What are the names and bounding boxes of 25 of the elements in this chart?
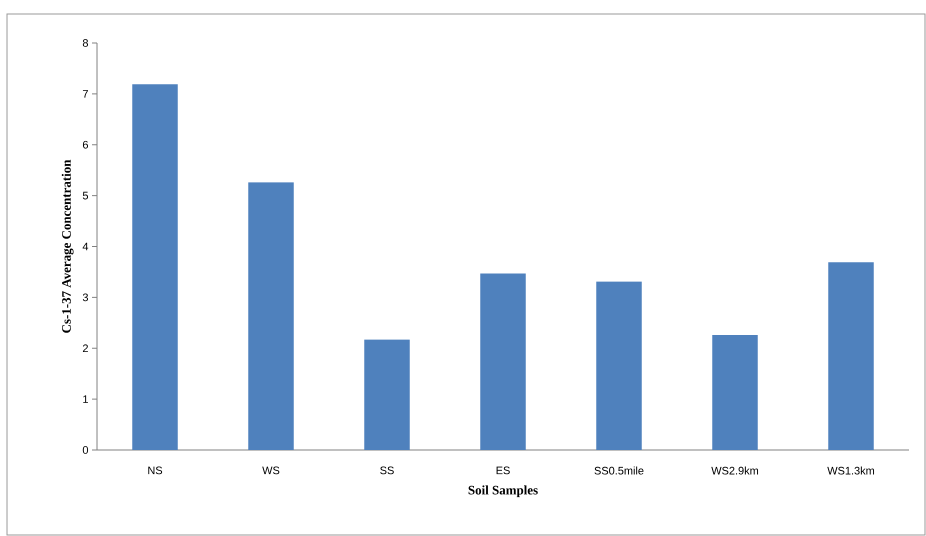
bar [364, 340, 410, 450]
y-tick-label: 5 [82, 192, 88, 200]
bar [828, 262, 874, 450]
bar [596, 282, 642, 450]
bar [248, 182, 294, 450]
x-tick-label: WS1.3km [827, 466, 874, 475]
bar [712, 335, 758, 450]
x-tick-label: WS2.9km [711, 466, 758, 475]
x-axis-title: Soil Samples [468, 485, 538, 498]
y-tick-label: 1 [83, 395, 88, 403]
x-tick-label: WS [262, 466, 280, 474]
y-tick-label: 6 [82, 140, 88, 149]
x-tick-label: ES [496, 466, 510, 474]
y-tick-label: 3 [82, 293, 88, 302]
y-tick-label: 4 [82, 242, 88, 250]
y-tick-label: 8 [82, 39, 88, 47]
bar [132, 84, 178, 450]
y-tick-label: 2 [82, 344, 88, 352]
x-tick-label: NS [148, 466, 162, 474]
bar [480, 273, 526, 450]
y-tick-label: 0 [82, 446, 88, 454]
x-tick-label: SS0.5mile [594, 466, 644, 475]
x-tick-label: SS [380, 466, 394, 474]
y-tick-label: 7 [82, 90, 88, 98]
y-axis-title: Cs-1-37 Average Concentration [62, 160, 74, 333]
